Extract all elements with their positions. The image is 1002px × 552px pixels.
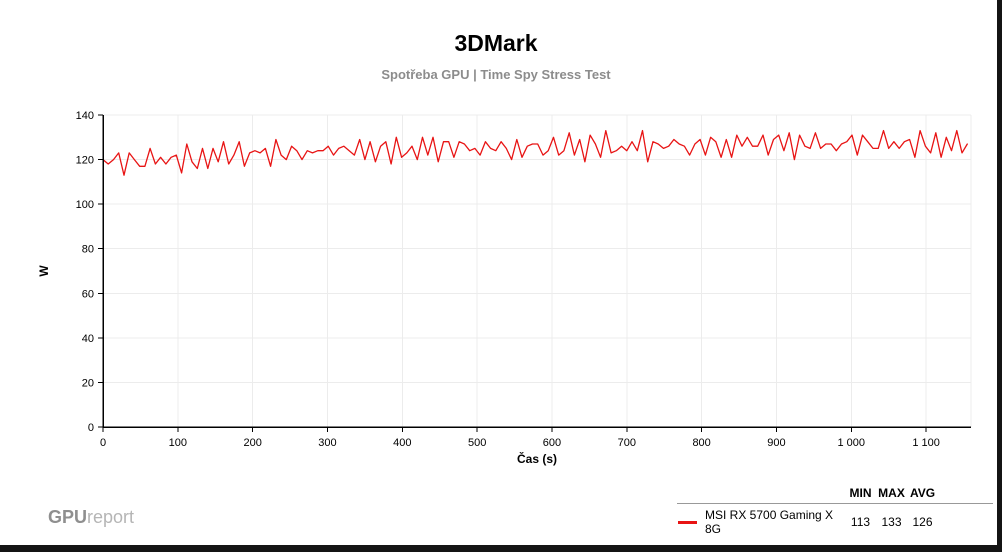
series-color-swatch xyxy=(678,520,697,524)
x-tick-label: 400 xyxy=(393,437,411,449)
legend-header-row: MIN MAX AVG xyxy=(677,486,993,500)
y-tick-label: 80 xyxy=(82,244,94,256)
legend-header-max: MAX xyxy=(878,486,905,500)
series-min-value: 113 xyxy=(850,515,871,529)
legend-header-min: MIN xyxy=(849,486,872,500)
chart-subtitle: Spotřeba GPU | Time Spy Stress Test xyxy=(381,67,611,82)
series-name: MSI RX 5700 Gaming X 8G xyxy=(705,508,834,536)
y-tick-label: 60 xyxy=(82,288,94,300)
legend-series-cell: MSI RX 5700 Gaming X 8G xyxy=(677,508,845,536)
x-tick-label: 500 xyxy=(468,437,486,449)
series-line xyxy=(102,129,968,176)
x-tick-label: 200 xyxy=(243,437,261,449)
logo-text-light: report xyxy=(87,507,135,527)
legend: MIN MAX AVG MSI RX 5700 Gaming X 8G 113 … xyxy=(677,486,993,536)
x-tick-label: 900 xyxy=(767,437,785,449)
y-tick-label: 140 xyxy=(76,110,94,122)
y-tick-label: 120 xyxy=(76,155,94,167)
y-tick-label: 100 xyxy=(76,199,94,211)
legend-divider xyxy=(677,503,993,504)
y-axis-label: W xyxy=(37,265,51,277)
series-max-value: 133 xyxy=(881,515,902,529)
x-tick-label: 0 xyxy=(100,437,106,449)
x-tick-label: 600 xyxy=(543,437,561,449)
legend-header-avg: AVG xyxy=(909,486,936,500)
y-tick-label: 20 xyxy=(82,377,94,389)
x-tick-label: 300 xyxy=(318,437,336,449)
series-avg-value: 126 xyxy=(912,515,933,529)
y-tick-label: 0 xyxy=(88,422,94,434)
x-tick-label: 1 000 xyxy=(838,437,866,449)
x-tick-label: 700 xyxy=(618,437,636,449)
x-tick-label: 1 100 xyxy=(912,437,940,449)
x-axis-label: Čas (s) xyxy=(517,451,557,466)
y-tick-label: 40 xyxy=(82,333,94,345)
gpureport-logo: GPUreport xyxy=(48,507,134,528)
page-title: 3DMark xyxy=(454,30,538,56)
x-tick-label: 800 xyxy=(692,437,710,449)
x-tick-label: 100 xyxy=(169,437,187,449)
logo-text-bold: GPU xyxy=(48,507,88,527)
legend-row: MSI RX 5700 Gaming X 8G 113 133 126 xyxy=(677,508,993,536)
